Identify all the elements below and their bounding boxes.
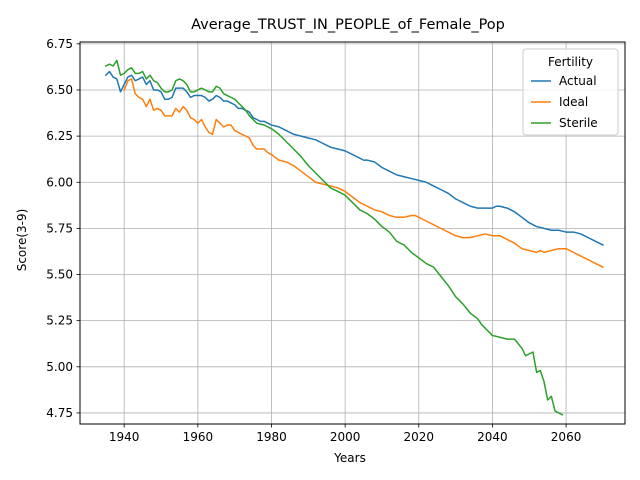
legend-label-sterile: Sterile [559, 116, 598, 130]
x-tick-label: 2000 [330, 430, 361, 444]
legend: Fertility Actual Ideal Sterile [522, 48, 619, 136]
y-tick-label: 5.00 [46, 360, 73, 374]
x-tick-label: 2040 [477, 430, 508, 444]
y-tick-label: 6.00 [46, 175, 73, 189]
x-tick-label: 2060 [551, 430, 582, 444]
y-axis-label: Score(3-9) [15, 209, 29, 272]
x-axis-label: Years [333, 451, 366, 465]
y-axis-ticks: 4.75 5.00 5.25 5.50 5.75 6.00 6.25 6.50 6.75 [46, 37, 80, 420]
series-line-sterile [104, 59, 564, 416]
y-tick-label: 4.75 [46, 406, 73, 420]
series-lines [104, 59, 604, 416]
legend-label-ideal: Ideal [559, 95, 588, 109]
x-tick-label: 2020 [404, 430, 435, 444]
x-tick-label: 1940 [109, 430, 140, 444]
legend-box [522, 48, 619, 136]
series-line-actual [104, 70, 604, 247]
y-tick-label: 5.25 [46, 314, 73, 328]
legend-label-actual: Actual [559, 74, 597, 88]
x-axis-ticks: 1940 1960 1980 2000 2020 2040 2060 [109, 424, 581, 444]
x-tick-label: 1980 [256, 430, 287, 444]
y-tick-label: 6.75 [46, 37, 73, 51]
legend-title: Fertility [548, 55, 593, 69]
grid-lines [80, 42, 625, 424]
y-tick-label: 6.25 [46, 129, 73, 143]
chart-title: Average_TRUST_IN_PEOPLE_of_Female_Pop [191, 17, 505, 33]
y-tick-label: 5.50 [46, 268, 73, 282]
plot-frame [79, 41, 626, 425]
y-tick-label: 5.75 [46, 221, 73, 235]
x-tick-label: 1960 [183, 430, 214, 444]
series-line-ideal [123, 78, 604, 269]
y-tick-label: 6.50 [46, 83, 73, 97]
